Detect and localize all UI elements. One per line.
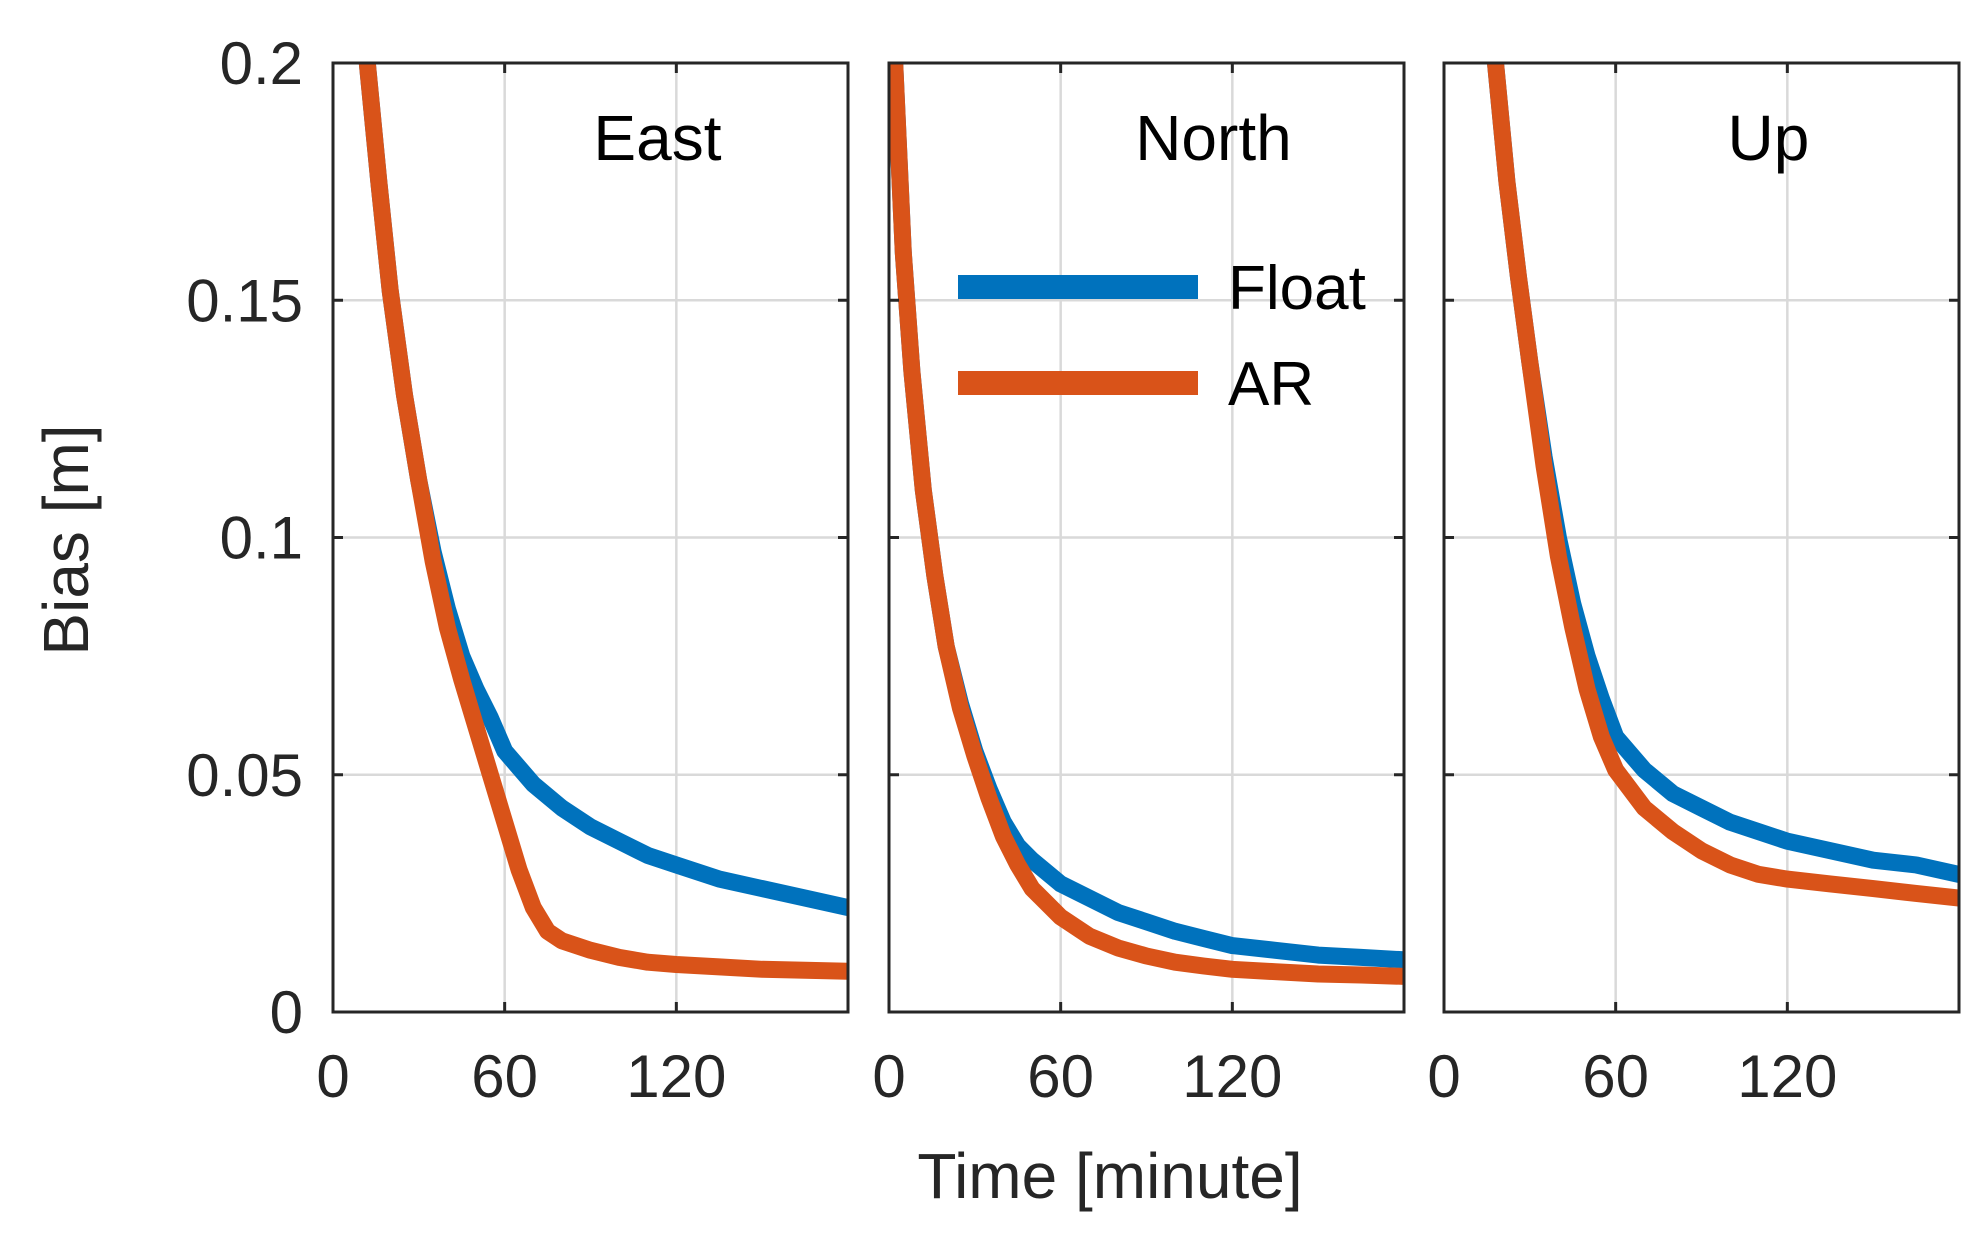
x-tick-label: 120 <box>1737 1043 1837 1110</box>
series-line-float <box>889 63 1404 969</box>
x-tick-label: 120 <box>626 1043 726 1110</box>
y-tick-label: 0 <box>270 979 303 1046</box>
x-tick-label: 120 <box>1182 1043 1282 1110</box>
legend: Float AR <box>958 254 1366 419</box>
x-tick-label: 0 <box>316 1043 349 1110</box>
legend-label-float: Float <box>1228 254 1366 323</box>
series-line-ar <box>1487 63 1959 907</box>
series-line-ar <box>358 63 848 980</box>
y-tick-labels: 0 0.05 0.1 0.15 0.2 <box>186 30 303 1046</box>
panel-title: North <box>1135 102 1292 174</box>
panel-title: Up <box>1728 102 1810 174</box>
x-tick-label: 60 <box>1027 1043 1094 1110</box>
panel-north: 0 60 120 North <box>872 61 1406 1110</box>
series-line-float <box>358 63 848 917</box>
y-tick-label: 0.15 <box>186 267 303 334</box>
y-tick-label: 0.05 <box>186 742 303 809</box>
x-axis-label: Time [minute] <box>917 1140 1302 1212</box>
panel-up: 0 60 120 Up <box>1427 61 1961 1110</box>
legend-label-ar: AR <box>1228 350 1314 419</box>
panels: 0 60 120 East 0 60 120 North 0 60 120 Up Float AR <box>316 61 1961 1110</box>
y-tick-label: 0.1 <box>220 505 303 572</box>
y-tick-label: 0.2 <box>220 30 303 97</box>
y-axis-label: Bias [m] <box>30 424 102 655</box>
panel-title: East <box>593 102 721 174</box>
series-line-ar <box>889 63 1404 985</box>
x-tick-label: 60 <box>1582 1043 1649 1110</box>
panel-east: 0 60 120 East <box>316 61 850 1110</box>
x-tick-label: 60 <box>471 1043 538 1110</box>
x-tick-label: 0 <box>1427 1043 1460 1110</box>
x-tick-label: 0 <box>872 1043 905 1110</box>
series-line-float <box>1487 63 1959 883</box>
